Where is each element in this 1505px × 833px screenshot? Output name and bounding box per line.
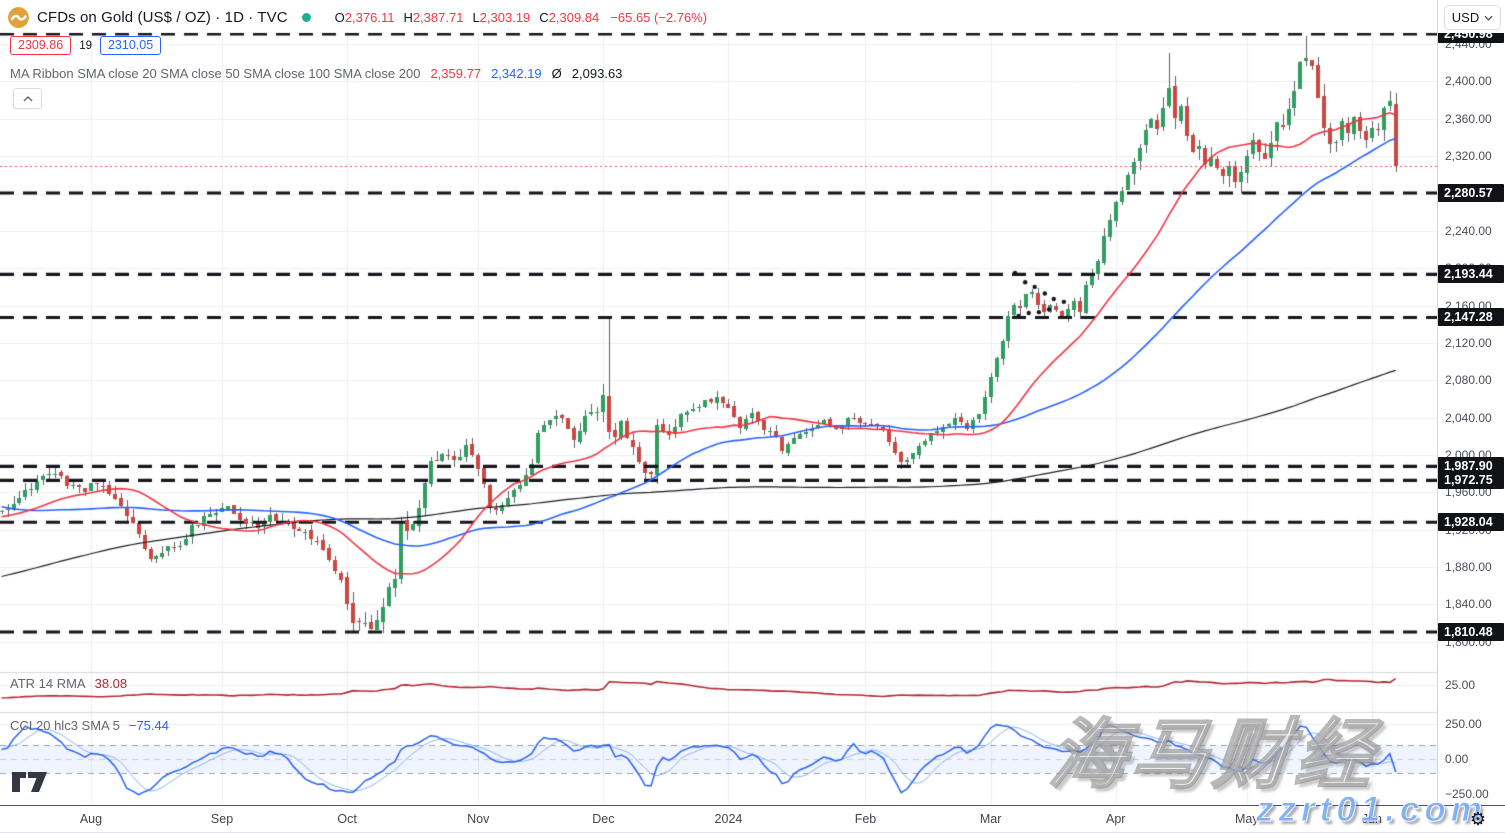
atr-legend[interactable]: ATR 14 RMA 38.08: [10, 676, 127, 691]
cci-label: CCI 20 hlc3 SMA 5: [10, 718, 120, 733]
ma-ribbon-legend[interactable]: MA Ribbon SMA close 20 SMA close 50 SMA …: [10, 66, 622, 81]
axis-settings-gear-icon[interactable]: ⚙: [1469, 808, 1487, 829]
open-value: 2,376.11: [344, 9, 395, 25]
sma20-value: 2,359.77: [430, 66, 482, 81]
price-axis[interactable]: 2,440.002,400.002,360.002,320.002,280.00…: [1437, 0, 1505, 806]
cci-legend[interactable]: CCI 20 hlc3 SMA 5 −75.44: [10, 718, 169, 733]
time-axis-label: 2024: [714, 812, 743, 826]
tradingview-logo-icon[interactable]: [12, 772, 48, 798]
price-tick-label: 2,320.00: [1445, 149, 1492, 164]
bar-countdown: 19: [79, 39, 92, 52]
cci-tick-label: −250.00: [1445, 787, 1489, 801]
price-tick-label: 2,120.00: [1445, 335, 1492, 350]
chevron-down-icon: [1484, 15, 1493, 21]
currency-label: USD: [1451, 10, 1480, 25]
sma100-value: Ø: [551, 66, 562, 81]
symbol-header: CFDs on Gold (US$ / OZ) · 1D · TVC O2,37…: [8, 5, 707, 29]
cci-tick-label: 0.00: [1445, 752, 1469, 766]
open-label: O: [334, 9, 345, 25]
price-level-badge: 2,280.57: [1438, 184, 1504, 202]
collapse-indicators-button[interactable]: [13, 88, 42, 109]
close-value: 2,309.84: [548, 9, 600, 25]
price-level-badge: 1,972.75: [1438, 471, 1504, 490]
time-axis-separator: [0, 805, 1505, 806]
price-tick-label: 2,360.00: [1445, 111, 1492, 126]
time-axis-label: Nov: [467, 812, 490, 826]
price-tick-label: 2,400.00: [1445, 74, 1492, 89]
symbol-title[interactable]: CFDs on Gold (US$ / OZ) · 1D · TVC: [37, 8, 288, 26]
bid-price-label: 2309.86: [10, 36, 72, 55]
price-tick-label: 1,840.00: [1445, 597, 1492, 612]
low-label: L: [472, 9, 480, 25]
price-tick-label: 2,080.00: [1445, 373, 1492, 388]
time-axis-label: Apr: [1105, 812, 1126, 826]
price-tick-label: 2,240.00: [1445, 223, 1492, 238]
price-level-badge: 1,987.90: [1438, 457, 1504, 476]
sma50-value: 2,342.19: [491, 66, 542, 81]
ask-price-label: 2310.05: [99, 36, 162, 55]
time-axis-label: Sep: [210, 812, 234, 826]
ma-ribbon-label: MA Ribbon SMA close 20 SMA close 50 SMA …: [10, 66, 421, 81]
atr-label: ATR 14 RMA: [10, 676, 86, 691]
ohlc-values: O2,376.11 H2,387.71 L2,303.19 C2,309.84 …: [335, 10, 707, 25]
atr-tick-label: 25.00: [1445, 677, 1476, 692]
bid-ask-row: 2309.86 19 2310.05: [10, 36, 162, 55]
time-axis-label: Feb: [854, 812, 877, 826]
change-value: −65.65 (−2.76%): [610, 9, 708, 25]
sma200-value: 2,093.63: [571, 66, 623, 81]
time-axis-label: Aug: [79, 812, 103, 826]
time-axis-label: Dec: [592, 812, 615, 826]
price-level-badge: 1,928.04: [1438, 513, 1504, 532]
high-value: 2,387.71: [412, 9, 464, 25]
high-label: H: [403, 9, 413, 25]
price-tick-label: 1,880.00: [1445, 560, 1492, 575]
close-label: C: [539, 9, 549, 25]
cci-tick-label: 250.00: [1445, 717, 1482, 731]
chevron-up-icon: [23, 95, 32, 101]
time-axis[interactable]: Aug Sep Oct Nov Dec 2024 Feb Mar Apr May Jun: [0, 806, 1505, 833]
low-value: 2,303.19: [479, 9, 531, 25]
cci-value: −75.44: [128, 718, 169, 733]
time-axis-label: Jun: [1361, 812, 1382, 826]
currency-selector[interactable]: USD: [1444, 5, 1501, 30]
time-axis-label: Mar: [979, 812, 1002, 826]
price-level-badge: 1,810.48: [1438, 623, 1504, 642]
market-status-icon[interactable]: [301, 12, 311, 22]
price-tick-label: 2,040.00: [1445, 410, 1492, 425]
price-axis-header: USD: [1437, 0, 1505, 33]
chart-canvas[interactable]: [0, 0, 1437, 806]
time-axis-label: Oct: [337, 812, 357, 826]
gold-symbol-logo-icon: [8, 6, 29, 28]
atr-value: 38.08: [94, 676, 128, 691]
time-axis-label: May: [1234, 812, 1259, 826]
price-level-badge: 2,147.28: [1438, 308, 1504, 327]
price-level-badge: 2,193.44: [1438, 265, 1504, 284]
